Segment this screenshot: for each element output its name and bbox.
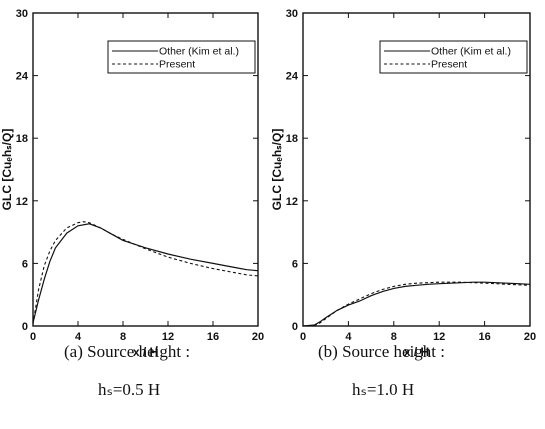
series-line-other: [32, 223, 259, 324]
y-tick-label: 18: [286, 133, 298, 145]
x-tick-label: 16: [478, 331, 490, 343]
x-tick-label: 20: [252, 331, 264, 343]
series-line-present: [32, 221, 259, 324]
y-tick-label: 0: [292, 321, 298, 333]
legend-label-other-a: Other (Kim et al.): [159, 46, 239, 58]
caption-a-line1: (a) Source height :: [64, 342, 190, 361]
y-tick-label: 0: [22, 321, 28, 333]
chart-panel-a: x / H GLC [Cuₑhₛ/Q] Other (Kim et al.) P…: [0, 8, 264, 399]
legend-label-other-b: Other (Kim et al.): [431, 46, 511, 58]
y-tick-label: 6: [22, 258, 28, 270]
caption-b-line2: hₛ=1.0 H: [352, 380, 414, 399]
x-axis-label-a: x / H: [133, 345, 158, 359]
x-tick-label: 20: [524, 331, 536, 343]
plot-frame-b: [302, 12, 531, 327]
plot-area-a: [32, 12, 259, 327]
legend-label-present-a: Present: [159, 59, 195, 71]
y-axis-label-b: GLC [Cuₑhₛ/Q]: [270, 129, 284, 211]
legend-b: Other (Kim et al.) Present: [379, 40, 528, 74]
series-line-present: [302, 281, 531, 327]
y-tick-label: 30: [286, 8, 298, 20]
x-tick-label: 12: [433, 331, 445, 343]
legend-box-b: [379, 40, 528, 74]
chart-panel-b: x / H GLC [Cuₑhₛ/Q] Other (Kim et al.) P…: [270, 8, 536, 399]
y-tick-label: 30: [16, 8, 28, 20]
x-tick-label: 8: [391, 331, 397, 343]
y-tick-label: 24: [16, 71, 29, 83]
x-tick-label: 8: [120, 331, 126, 343]
caption-a-line2: hₛ=0.5 H: [98, 380, 160, 399]
plot-frame-a: [32, 12, 259, 327]
x-axis-label-b: x / H: [404, 345, 429, 359]
series-line-other: [302, 281, 531, 327]
y-tick-label: 18: [16, 133, 28, 145]
x-tick-label: 0: [300, 331, 306, 343]
caption-b-line1: (b) Source height :: [318, 342, 445, 361]
legend-label-present-b: Present: [431, 59, 467, 71]
x-tick-label: 0: [30, 331, 36, 343]
x-tick-label: 4: [345, 331, 352, 343]
x-tick-label: 12: [162, 331, 174, 343]
x-tick-label: 4: [75, 331, 82, 343]
y-tick-label: 24: [286, 71, 299, 83]
legend-a: Other (Kim et al.) Present: [107, 40, 256, 74]
plot-area-b: [302, 12, 531, 327]
y-tick-label: 12: [16, 196, 28, 208]
y-axis-label-a: GLC [Cuₑhₛ/Q]: [0, 129, 14, 211]
legend-box-a: [107, 40, 256, 74]
x-tick-label: 16: [207, 331, 219, 343]
y-tick-label: 6: [292, 258, 298, 270]
y-tick-label: 12: [286, 196, 298, 208]
